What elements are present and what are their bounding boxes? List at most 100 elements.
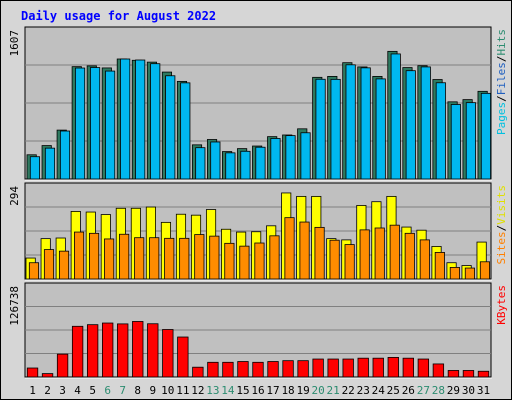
- y-max-label-kbytes: 126738: [8, 286, 21, 326]
- bar-kbytes-22: [342, 358, 354, 378]
- bar-sites-18-outline: [284, 217, 295, 280]
- bar-kbytes-21-outline: [327, 358, 339, 378]
- bar-files-3-fill: [60, 131, 70, 179]
- bar-files-10-fill: [165, 75, 175, 179]
- bar-files-19-fill: [300, 132, 311, 179]
- bar-kbytes-12-fill: [192, 367, 204, 377]
- bar-sites-11-outline: [179, 237, 190, 280]
- bar-kbytes-16-fill: [252, 362, 264, 377]
- bar-files-30-outline: [465, 102, 476, 180]
- bar-files-10-outline: [165, 75, 176, 180]
- bar-kbytes-9-outline: [147, 323, 159, 378]
- bar-files-21-fill: [330, 79, 341, 179]
- bar-sites-28-outline: [434, 252, 445, 280]
- bar-kbytes-9: [147, 323, 159, 378]
- bar-files-4-outline: [75, 67, 86, 180]
- bar-files-5: [90, 67, 101, 180]
- bar-sites-7-fill: [119, 234, 129, 279]
- bar-files-8: [135, 59, 146, 180]
- bar-kbytes-25: [387, 357, 399, 378]
- bar-files-19: [300, 132, 311, 180]
- bar-kbytes-3-fill: [57, 354, 68, 377]
- bar-kbytes-26: [402, 357, 414, 378]
- bar-files-29-fill: [451, 104, 461, 179]
- bar-kbytes-18: [282, 360, 294, 378]
- bar-kbytes-15: [237, 361, 249, 378]
- bar-files-3-outline: [59, 130, 71, 180]
- bar-kbytes-17: [267, 361, 279, 378]
- bar-files-6-outline: [105, 70, 116, 180]
- bar-files-6: [105, 70, 116, 180]
- bar-sites-1-fill: [29, 262, 39, 279]
- bar-files-14-fill: [225, 152, 236, 179]
- bar-files-5-outline: [90, 67, 101, 180]
- bar-kbytes-18-outline: [282, 360, 294, 378]
- bar-sites-19-fill: [299, 222, 310, 279]
- bar-kbytes-21: [327, 358, 339, 378]
- x-tick-label: 16: [251, 384, 264, 397]
- bar-sites-5-fill: [89, 233, 99, 279]
- bar-sites-31: [479, 261, 490, 280]
- bar-files-3: [59, 130, 71, 180]
- bar-kbytes-18-fill: [282, 360, 294, 377]
- bar-sites-6: [104, 238, 115, 280]
- bar-files-30-fill: [466, 102, 476, 179]
- bar-kbytes-13-fill: [207, 362, 219, 377]
- bar-sites-31-outline: [479, 261, 490, 280]
- bar-sites-12-fill: [194, 234, 204, 279]
- bar-kbytes-19-outline: [297, 360, 309, 378]
- legend-entry: Hits: [495, 29, 508, 56]
- bar-sites-14: [224, 242, 235, 280]
- bar-kbytes-4-fill: [72, 326, 83, 377]
- bar-kbytes-31: [477, 370, 490, 378]
- bar-kbytes-21-fill: [327, 359, 339, 377]
- bar-files-1-fill: [30, 156, 40, 179]
- bar-kbytes-4-outline: [71, 325, 84, 378]
- bar-files-13: [210, 141, 221, 180]
- series-kbytes: [26, 321, 490, 378]
- bar-files-12-fill: [195, 147, 205, 179]
- x-tick-label: 23: [357, 384, 370, 397]
- bar-sites-15-fill: [239, 246, 250, 279]
- x-tick-label: 2: [44, 384, 51, 397]
- bar-sites-24: [374, 227, 385, 280]
- bar-kbytes-15-outline: [237, 361, 249, 378]
- bar-kbytes-28-fill: [433, 363, 444, 377]
- legend-entry: /: [495, 225, 508, 232]
- bar-sites-21-fill: [329, 240, 340, 279]
- bar-kbytes-7: [117, 323, 129, 378]
- bar-files-15-fill: [240, 151, 251, 179]
- bar-kbytes-3-outline: [56, 353, 69, 378]
- series-sites: [28, 217, 490, 280]
- x-tick-label: 12: [191, 384, 204, 397]
- bar-kbytes-11-outline: [177, 336, 189, 378]
- bar-sites-8-fill: [134, 237, 144, 279]
- bar-files-12-outline: [195, 147, 206, 180]
- x-tick-label: 6: [104, 384, 111, 397]
- bar-kbytes-5-outline: [86, 324, 99, 378]
- legend-hits-files-pages: Pages/Files/Hits: [495, 29, 508, 135]
- bar-kbytes-20-outline: [312, 358, 324, 378]
- x-tick-label: 4: [74, 384, 81, 397]
- legend-entry: Visits: [495, 185, 508, 225]
- bar-kbytes-1-fill: [27, 368, 38, 377]
- bar-visits-31-fill: [476, 242, 487, 279]
- bar-kbytes-14-outline: [222, 361, 234, 378]
- x-tick-label: 9: [149, 384, 156, 397]
- bar-files-18-outline: [285, 135, 296, 180]
- bar-kbytes-3: [56, 353, 69, 378]
- bar-files-6-fill: [105, 71, 115, 179]
- bar-files-18-fill: [285, 135, 296, 179]
- bar-sites-31-fill: [480, 261, 490, 279]
- bar-sites-17-outline: [269, 235, 280, 280]
- bar-sites-27-fill: [420, 239, 430, 279]
- bar-sites-29: [449, 267, 460, 280]
- bar-kbytes-23-fill: [357, 358, 369, 377]
- bar-sites-30: [464, 267, 475, 280]
- bar-kbytes-28-outline: [432, 363, 445, 378]
- bar-kbytes-29-fill: [448, 370, 459, 377]
- bar-files-15-outline: [240, 150, 251, 180]
- bar-sites-3-fill: [59, 251, 69, 279]
- bar-kbytes-26-outline: [402, 357, 414, 378]
